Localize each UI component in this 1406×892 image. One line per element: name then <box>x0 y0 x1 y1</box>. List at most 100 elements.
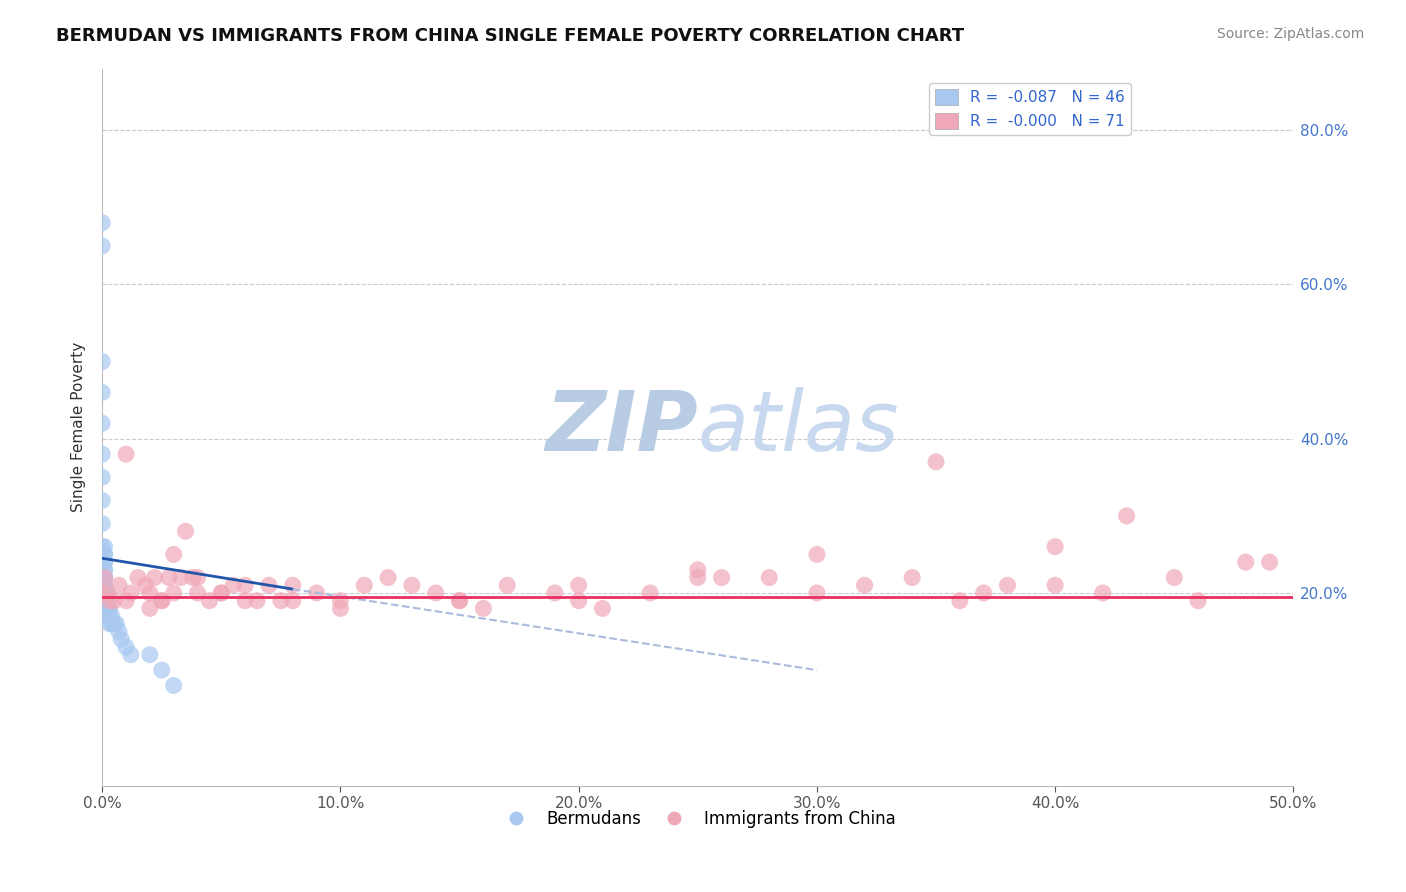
Point <box>209 586 232 600</box>
Point <box>96 601 118 615</box>
Point <box>93 578 115 592</box>
Point <box>110 632 132 647</box>
Point <box>163 548 186 562</box>
Point <box>329 601 352 615</box>
Point <box>93 540 115 554</box>
Point <box>91 470 114 484</box>
Point <box>568 578 591 592</box>
Point <box>233 578 256 592</box>
Point <box>93 586 115 600</box>
Point <box>93 563 115 577</box>
Point <box>1258 555 1281 569</box>
Point <box>997 578 1019 592</box>
Point <box>139 601 162 615</box>
Point <box>806 586 828 600</box>
Point <box>108 578 131 592</box>
Point <box>1043 578 1066 592</box>
Point <box>103 593 125 607</box>
Point <box>1115 508 1137 523</box>
Text: Source: ZipAtlas.com: Source: ZipAtlas.com <box>1216 27 1364 41</box>
Point <box>181 570 204 584</box>
Point <box>143 570 166 584</box>
Point <box>96 586 118 600</box>
Y-axis label: Single Female Poverty: Single Female Poverty <box>72 342 86 512</box>
Point <box>93 570 115 584</box>
Point <box>98 601 121 615</box>
Point <box>100 609 122 624</box>
Point <box>638 586 661 600</box>
Point <box>1234 555 1257 569</box>
Point <box>170 570 193 584</box>
Point <box>544 586 567 600</box>
Point <box>91 493 114 508</box>
Point <box>96 586 118 600</box>
Point <box>270 593 292 607</box>
Point <box>91 540 114 554</box>
Point <box>209 586 232 600</box>
Point <box>973 586 995 600</box>
Point <box>257 578 280 592</box>
Point <box>686 570 709 584</box>
Text: ZIP: ZIP <box>546 386 697 467</box>
Point <box>91 216 114 230</box>
Point <box>353 578 375 592</box>
Point <box>96 593 118 607</box>
Point <box>198 593 221 607</box>
Point <box>93 548 115 562</box>
Point <box>93 548 115 562</box>
Point <box>98 593 121 607</box>
Point <box>91 239 114 253</box>
Point <box>806 548 828 562</box>
Point <box>120 648 142 662</box>
Point <box>305 586 328 600</box>
Point <box>150 593 173 607</box>
Point <box>377 570 399 584</box>
Point <box>93 570 115 584</box>
Point <box>139 586 162 600</box>
Point <box>901 570 924 584</box>
Point <box>592 601 614 615</box>
Point <box>686 563 709 577</box>
Point <box>96 609 118 624</box>
Point <box>281 578 304 592</box>
Point <box>233 593 256 607</box>
Point <box>115 447 138 461</box>
Point <box>157 570 180 584</box>
Point <box>91 516 114 531</box>
Legend: Bermudans, Immigrants from China: Bermudans, Immigrants from China <box>494 804 903 835</box>
Point <box>163 586 186 600</box>
Point <box>186 570 208 584</box>
Point <box>120 586 142 600</box>
Point <box>98 609 121 624</box>
Point <box>174 524 197 539</box>
Point <box>93 570 115 584</box>
Point <box>98 601 121 615</box>
Point <box>96 586 118 600</box>
Point <box>127 570 149 584</box>
Point <box>108 624 131 639</box>
Point <box>93 570 115 584</box>
Point <box>449 593 471 607</box>
Point <box>425 586 447 600</box>
Point <box>496 578 519 592</box>
Point <box>134 578 156 592</box>
Point <box>1091 586 1114 600</box>
Point <box>401 578 423 592</box>
Point <box>853 578 876 592</box>
Point <box>91 586 114 600</box>
Text: atlas: atlas <box>697 386 900 467</box>
Point <box>115 640 138 654</box>
Point <box>949 593 972 607</box>
Point <box>103 616 125 631</box>
Point <box>329 593 352 607</box>
Point <box>91 417 114 431</box>
Point <box>758 570 780 584</box>
Point <box>139 648 162 662</box>
Point <box>98 616 121 631</box>
Text: BERMUDAN VS IMMIGRANTS FROM CHINA SINGLE FEMALE POVERTY CORRELATION CHART: BERMUDAN VS IMMIGRANTS FROM CHINA SINGLE… <box>56 27 965 45</box>
Point <box>1043 540 1066 554</box>
Point <box>93 555 115 569</box>
Point <box>449 593 471 607</box>
Point <box>281 593 304 607</box>
Point <box>150 593 173 607</box>
